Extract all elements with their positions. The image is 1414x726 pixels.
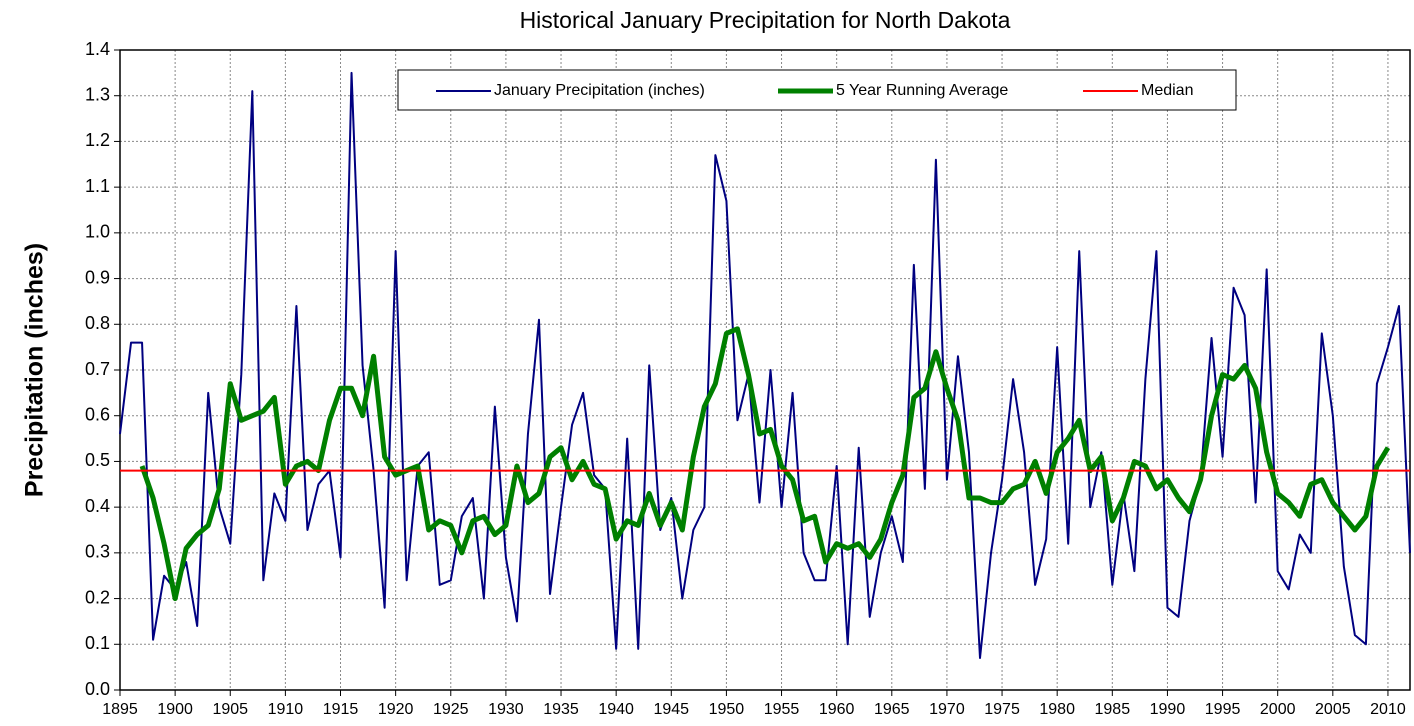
plot-frame xyxy=(119,49,1411,691)
y-tick-label: 1.2 xyxy=(85,130,110,150)
y-tick-label: 0.8 xyxy=(85,313,110,333)
y-tick-label: 1.3 xyxy=(85,84,110,104)
legend-label: Median xyxy=(1141,82,1193,99)
x-tick-label: 1995 xyxy=(1205,701,1241,718)
x-tick-label: 1990 xyxy=(1150,701,1186,718)
x-tick-label: 1940 xyxy=(598,701,634,718)
legend-label: January Precipitation (inches) xyxy=(494,82,705,99)
x-tick-label: 1985 xyxy=(1095,701,1131,718)
x-tick-label: 2000 xyxy=(1260,701,1296,718)
y-tick-label: 0.1 xyxy=(85,633,110,653)
x-tick-label: 2010 xyxy=(1370,701,1406,718)
y-tick-label: 1.0 xyxy=(85,222,110,242)
y-tick-label: 0.7 xyxy=(85,359,110,379)
x-tick-label: 1955 xyxy=(764,701,800,718)
x-tick-label: 1905 xyxy=(212,701,248,718)
x-tick-label: 1975 xyxy=(984,701,1020,718)
x-tick-label: 1950 xyxy=(709,701,745,718)
x-tick-label: 1900 xyxy=(157,701,193,718)
y-axis-label: Precipitation (inches) xyxy=(21,243,49,497)
y-tick-label: 0.6 xyxy=(85,404,110,424)
x-tick-label: 1965 xyxy=(874,701,910,718)
y-tick-label: 1.1 xyxy=(85,176,110,196)
y-tick-label: 0.9 xyxy=(85,267,110,287)
x-tick-label: 1945 xyxy=(653,701,689,718)
y-tick-label: 1.4 xyxy=(85,39,110,59)
x-tick-label: 1925 xyxy=(433,701,469,718)
chart-title: Historical January Precipitation for Nor… xyxy=(520,7,1011,33)
y-tick-label: 0.3 xyxy=(85,542,110,562)
x-tick-label: 1960 xyxy=(819,701,855,718)
x-tick-label: 1895 xyxy=(102,701,138,718)
legend-label: 5 Year Running Average xyxy=(836,82,1008,99)
x-tick-label: 2005 xyxy=(1315,701,1351,718)
y-tick-label: 0.4 xyxy=(85,496,110,516)
x-tick-label: 1915 xyxy=(323,701,359,718)
y-tick-label: 0.5 xyxy=(85,450,110,470)
x-tick-label: 1980 xyxy=(1039,701,1075,718)
x-tick-label: 1970 xyxy=(929,701,965,718)
x-tick-label: 1910 xyxy=(268,701,304,718)
y-tick-label: 0.2 xyxy=(85,587,110,607)
data-line xyxy=(139,326,1391,602)
x-tick-label: 1930 xyxy=(488,701,524,718)
x-tick-label: 1935 xyxy=(543,701,579,718)
y-tick-label: 0.0 xyxy=(85,679,110,699)
x-tick-label: 1920 xyxy=(378,701,414,718)
